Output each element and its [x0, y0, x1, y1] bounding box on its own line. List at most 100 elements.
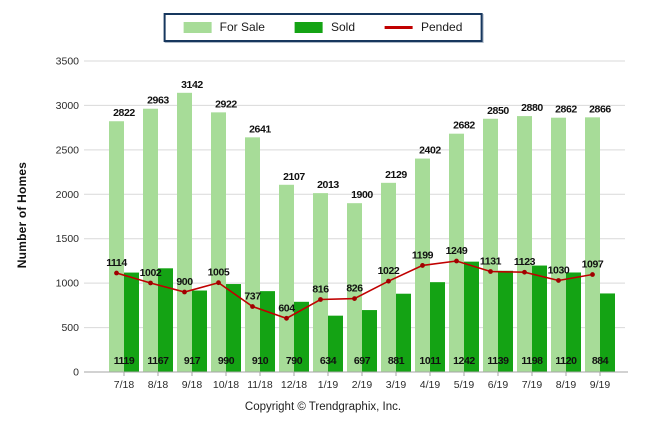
x-tick-label: 12/18: [281, 379, 307, 391]
pended-value-label: 737: [244, 291, 261, 303]
x-tick-label: 8/18: [148, 379, 169, 391]
sold-value-label: 634: [320, 355, 337, 367]
y-tick-label: 0: [73, 367, 79, 379]
sold-value-label: 1139: [487, 355, 509, 367]
pended-marker: [318, 297, 323, 302]
y-tick-label: 2000: [56, 189, 80, 201]
for-sale-bar: [517, 116, 532, 372]
for-sale-bar: [279, 184, 294, 372]
x-tick-label: 1/19: [318, 379, 339, 391]
x-tick-label: 2/19: [352, 379, 373, 391]
y-tick-label: 500: [61, 322, 79, 334]
for-sale-bar: [347, 203, 362, 372]
sold-bar: [158, 268, 173, 372]
for-sale-value-label: 1900: [351, 189, 373, 201]
legend-item-for-sale: For Sale: [183, 20, 265, 34]
pended-marker: [386, 278, 391, 284]
sold-bar: [396, 293, 411, 372]
pended-value-label: 1022: [378, 265, 400, 277]
pended-marker: [522, 269, 527, 275]
for-sale-value-label: 2880: [521, 102, 543, 114]
sold-value-label: 1011: [419, 355, 441, 367]
pended-marker: [182, 289, 187, 295]
for-sale-value-label: 2013: [317, 179, 339, 191]
sold-value-label: 1242: [453, 355, 475, 367]
pended-value-label: 1199: [412, 249, 434, 261]
legend-item-sold: Sold: [294, 20, 355, 34]
for-sale-value-label: 2866: [589, 103, 611, 115]
x-tick-label: 9/19: [590, 379, 611, 391]
pended-marker: [148, 280, 153, 286]
pended-value-label: 1005: [208, 267, 230, 279]
sold-value-label: 1120: [555, 355, 577, 367]
legend: For Sale Sold Pended: [163, 13, 483, 42]
sold-value-label: 917: [184, 355, 201, 367]
x-tick-label: 7/19: [522, 379, 543, 391]
sold-bar: [464, 261, 479, 372]
sold-bar: [566, 272, 581, 372]
sold-bar: [362, 310, 377, 372]
pended-value-label: 1123: [514, 256, 536, 268]
sold-bar: [192, 290, 207, 372]
x-tick-label: 6/19: [488, 379, 509, 391]
for-sale-bar: [551, 117, 566, 372]
sold-bar: [430, 282, 445, 372]
sold-bar: [600, 293, 615, 372]
for-sale-value-label: 2682: [453, 120, 475, 132]
for-sale-bar: [381, 182, 396, 372]
x-tick-label: 11/18: [247, 379, 273, 391]
sold-bar: [124, 272, 139, 372]
sold-bar: [328, 315, 343, 372]
pended-marker: [250, 304, 255, 309]
x-tick-label: 8/19: [556, 379, 577, 391]
y-tick-label: 3500: [56, 56, 80, 68]
sold-value-label: 881: [388, 355, 405, 367]
for-sale-value-label: 2641: [249, 123, 271, 135]
for-sale-value-label: 2963: [147, 95, 169, 107]
for-sale-legend-label: For Sale: [219, 20, 265, 34]
pended-value-label: 1114: [106, 257, 127, 269]
sold-bar: [498, 270, 513, 372]
pended-marker: [420, 263, 425, 268]
pended-value-label: 1030: [548, 264, 570, 276]
sold-value-label: 1119: [114, 355, 135, 367]
sold-bar: [226, 284, 241, 372]
pended-legend-label: Pended: [421, 20, 463, 34]
legend-item-pended: Pended: [385, 20, 462, 34]
y-axis-title: Number of Homes: [15, 161, 29, 269]
for-sale-value-label: 2850: [487, 105, 509, 117]
for-sale-value-label: 2107: [283, 171, 305, 183]
sold-value-label: 790: [286, 355, 303, 367]
pended-value-label: 900: [176, 276, 193, 288]
pended-value-label: 604: [278, 302, 295, 314]
sold-value-label: 697: [354, 355, 371, 367]
pended-value-label: 1249: [446, 245, 468, 257]
x-tick-label: 7/18: [114, 379, 135, 391]
pended-marker: [114, 270, 119, 276]
x-tick-label: 3/19: [386, 379, 407, 391]
pended-marker: [284, 315, 289, 321]
sold-value-label: 910: [252, 355, 269, 367]
pended-value-label: 1131: [480, 256, 502, 268]
sold-value-label: 884: [592, 355, 609, 367]
sold-value-label: 1167: [147, 355, 169, 367]
sold-value-label: 990: [218, 355, 235, 367]
for-sale-swatch: [183, 21, 212, 33]
for-sale-bar: [449, 133, 464, 372]
copyright-text: Copyright © Trendgraphix, Inc.: [244, 401, 402, 413]
pended-marker: [454, 258, 459, 264]
y-tick-label: 1000: [56, 278, 80, 290]
x-tick-label: 9/18: [182, 379, 203, 391]
pended-marker: [352, 296, 357, 302]
for-sale-bar: [109, 121, 124, 372]
pended-value-label: 1097: [582, 259, 604, 271]
pended-marker: [216, 280, 221, 286]
for-sale-value-label: 2822: [113, 107, 135, 119]
pended-marker: [590, 272, 595, 277]
for-sale-bar: [483, 118, 498, 372]
x-tick-label: 5/19: [454, 379, 475, 391]
y-tick-label: 3000: [56, 100, 80, 112]
for-sale-bar: [245, 137, 260, 372]
x-tick-label: 10/18: [213, 379, 239, 391]
